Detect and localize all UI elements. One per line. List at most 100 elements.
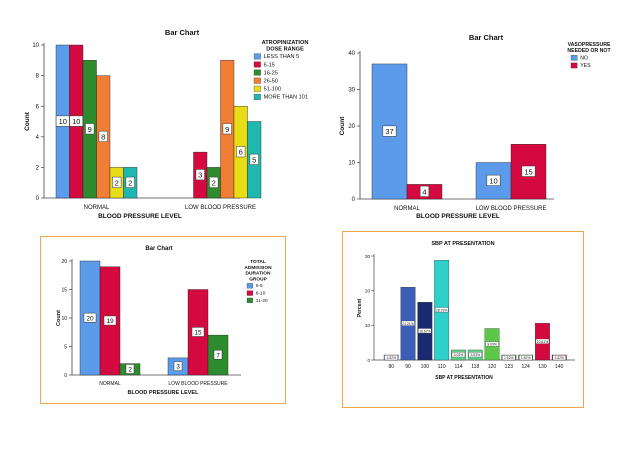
legend-swatch (570, 55, 578, 61)
legend-label: 0-5 (256, 283, 263, 289)
legend-swatch (570, 62, 578, 69)
x-tick-label: 110 (438, 364, 446, 370)
legend-title: ADMISSION (244, 265, 272, 271)
legend-label: NO (580, 55, 588, 61)
data-label-box (552, 355, 566, 361)
data-label-box (112, 176, 122, 188)
legend-label: YES (580, 63, 591, 69)
y-tick-label: 0 (36, 196, 40, 202)
data-label: 5 (252, 155, 256, 164)
x-tick-label: 90 (405, 364, 411, 370)
data-label-box (535, 338, 550, 344)
data-label-box (236, 146, 246, 158)
y-tick-label: 0 (64, 373, 67, 379)
legend-swatch (246, 297, 253, 303)
data-label-box (521, 165, 536, 177)
y-axis-label: Count (24, 111, 31, 131)
data-label: 9 (225, 125, 229, 134)
y-axis-label: Percent (357, 298, 363, 317)
data-label: 4 (422, 187, 426, 196)
data-label-box (195, 169, 205, 181)
legend-title: NEEDED OR NOT (567, 48, 611, 54)
y-tick-label: 0 (367, 358, 370, 363)
data-label: 2 (212, 178, 216, 187)
legend-label: 51-100 (264, 87, 281, 93)
legend-swatch (246, 283, 253, 289)
x-tick-label: 114 (454, 364, 462, 370)
x-tick-label: 140 (555, 364, 564, 370)
y-tick-label: 10 (365, 323, 371, 328)
chart-atropinization: Bar Chart 0 2 4 6 8 10 Count BLOOD PRESSURE LEVE… (24, 28, 308, 220)
y-axis-label: Count (56, 310, 62, 326)
x-tick-label: 100 (421, 364, 430, 370)
x-axis-label: BLOOD PRESSURE LEVEL (416, 213, 500, 220)
data-label-box (103, 315, 117, 326)
chart-sbp: SBP AT PRESENTATION 0 10 20 30 Percent SBP AT … (357, 241, 575, 381)
x-tick-label: LOW BLOOD PRESSURE (475, 206, 546, 212)
data-label-box (191, 327, 205, 337)
data-label-box (85, 123, 95, 135)
chart-admission-duration: Bar Chart 0 5 10 15 20 Count BLOOD PRESSURE LEV… (56, 246, 272, 396)
chart-panel-vasopressure: Bar Chart 0 10 20 30 40 Count BLOOD PRESSURE LE… (322, 28, 612, 222)
y-tick-label: 20 (61, 259, 67, 265)
y-tick-label: 20 (348, 124, 355, 130)
chart-vasopressure: Bar Chart 0 10 20 30 40 Count BLOOD PRESSURE LE… (339, 33, 611, 220)
x-axis-label: BLOOD PRESSURE LEVEL (98, 213, 182, 220)
chart-panel-atropinization: Bar Chart 0 2 4 6 8 10 Count BLOOD PRESSURE LEVE… (22, 22, 322, 222)
data-label: 10 (59, 117, 67, 126)
data-label-box (468, 352, 482, 358)
y-tick-label: 40 (348, 51, 355, 57)
legend-label: 6-15 (264, 62, 275, 68)
y-tick-label: 10 (61, 316, 67, 322)
y-tick-label: 15 (61, 287, 67, 293)
x-tick-label: NORMAL (99, 381, 121, 387)
legend-label: 11-20 (256, 298, 268, 304)
y-tick-label: 10 (348, 161, 355, 167)
legend-label: 26-50 (264, 79, 278, 85)
legend-title: VASOPRESSURE (568, 42, 611, 48)
data-label: 3.03% (470, 353, 480, 357)
data-label-box (249, 153, 259, 165)
chart-title: Bar Chart (165, 28, 200, 37)
data-label: 20 (86, 315, 94, 322)
data-label-box (502, 355, 516, 361)
data-label: 10.61% (537, 340, 549, 344)
chart-panel-sbp: SBP AT PRESENTATION 0 10 20 30 Percent SBP AT … (342, 231, 584, 408)
data-label-box (401, 320, 415, 326)
data-label: 16.67% (419, 329, 431, 333)
y-tick-label: 20 (365, 288, 371, 293)
chart-panel-admission-duration: Bar Chart 0 5 10 15 20 Count BLOOD PRESSURE LEV… (40, 236, 286, 404)
y-tick-label: 30 (348, 88, 355, 94)
data-label: 3 (198, 171, 202, 180)
legend-swatch (253, 77, 261, 84)
data-label: 8 (101, 132, 105, 141)
data-label-box (435, 307, 449, 313)
data-label-box (418, 328, 432, 334)
data-label: 6 (239, 148, 243, 157)
y-tick-label: 4 (36, 135, 40, 141)
legend-label: LESS THAN 5 (264, 54, 300, 60)
data-label: 1.52% (386, 356, 396, 360)
data-label-box (83, 312, 97, 323)
chart-title: Bar Chart (145, 246, 172, 252)
data-label: 15 (194, 330, 202, 337)
data-label-box (486, 174, 501, 186)
data-label: 28.79% (436, 308, 448, 312)
data-label: 15 (524, 167, 532, 176)
x-tick-label: LOW BLOOD PRESSURE (185, 205, 256, 211)
legend-title: GROUP (249, 276, 267, 282)
legend-swatch (253, 69, 261, 76)
y-tick-label: 2 (36, 166, 40, 172)
data-label: 10 (489, 176, 497, 185)
data-label-box (518, 355, 533, 361)
legend-swatch (253, 93, 261, 100)
x-tick-label: 80 (388, 364, 394, 370)
legend-swatch (253, 53, 261, 60)
data-label: 9.09% (487, 342, 497, 346)
legend-label: MORE THAN 101 (264, 95, 308, 101)
y-tick-label: 30 (365, 254, 371, 259)
data-label: 3 (176, 364, 180, 371)
data-label-box (125, 364, 135, 374)
data-label-box (213, 349, 223, 360)
x-tick-label: 124 (521, 364, 530, 370)
